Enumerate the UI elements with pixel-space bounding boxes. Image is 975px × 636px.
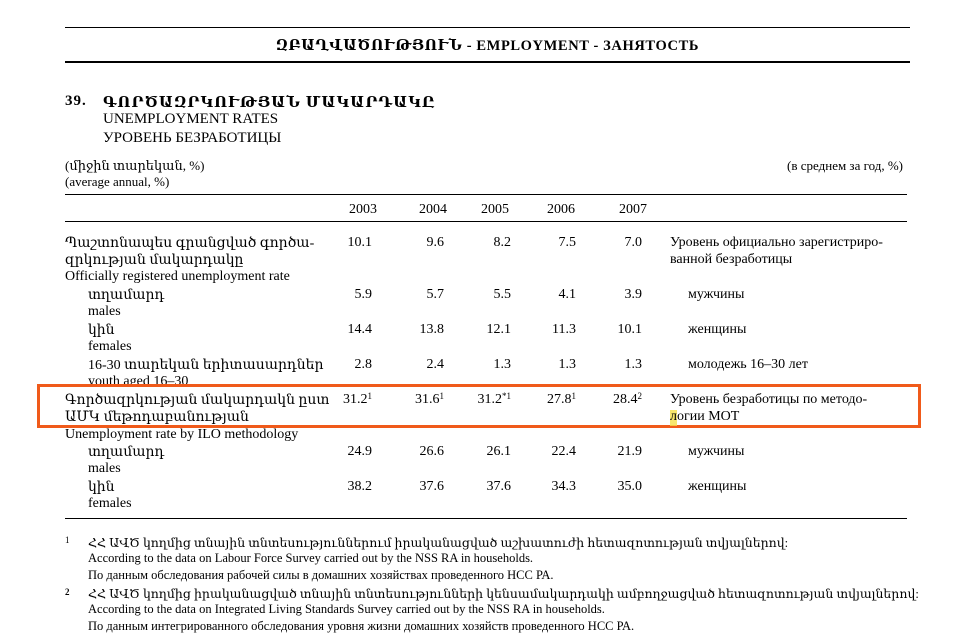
row-label-ru: женщины (688, 322, 747, 337)
year-header: 2004 (419, 202, 447, 217)
table-cell: 3.9 (624, 287, 643, 302)
table-title-arm: ԳՈՐԾԱԶՐԿՈՒԹՅԱՆ ՄԱԿԱՐԴԱԿԸ (103, 95, 436, 111)
table-cell: 8.2 (493, 235, 512, 250)
header-rule-top (65, 27, 910, 28)
table-cell: 31.61 (415, 391, 445, 407)
table-cell: 5.5 (493, 287, 512, 302)
table-cell: 7.0 (624, 235, 643, 250)
row-label-arm: տղամարդ (88, 445, 165, 460)
table-cell: 7.5 (558, 235, 577, 250)
row-label-arm: 16-30 տարեկան երիտասարդներ (88, 358, 324, 373)
row-label-ru-cont: ванной безработицы (670, 252, 793, 267)
row-label-en: males (88, 461, 121, 476)
row-label-en: Officially registered unemployment rate (65, 269, 290, 284)
table-rule-bottom (65, 518, 907, 519)
units-en: (average annual, %) (65, 174, 170, 189)
footnote-arm: ՀՀ ԱՎԾ կողմից իրականացված տնային տնտեսու… (88, 587, 919, 601)
table-cell: 9.6 (426, 235, 445, 250)
row-label-ru: женщины (688, 479, 747, 494)
table-cell: 11.3 (552, 322, 576, 337)
row-label-ru: мужчины (688, 287, 745, 302)
table-cell: 10.1 (617, 322, 643, 337)
row-label-arm: Պաշտոնապես գրանցված գործա- (65, 236, 315, 251)
row-label-arm: Գործազրկության մակարդակն ըստ (65, 393, 330, 408)
table-cell: 14.4 (347, 322, 373, 337)
table-cell: 13.8 (419, 322, 445, 337)
row-label-en: Unemployment rate by ILO methodology (65, 427, 299, 442)
footnote-ref: *1 (502, 391, 511, 401)
table-cell: 5.7 (426, 287, 445, 302)
highlight-box (37, 384, 921, 428)
table-cell: 27.81 (547, 391, 577, 407)
row-label-arm-cont: զրկության մակարդակը (65, 253, 244, 268)
year-header: 2006 (547, 202, 575, 217)
footnote-ru: По данным интегрированного обследования … (88, 619, 635, 633)
row-label-ru: мужчины (688, 444, 745, 459)
footnote-mark: 2 (65, 587, 70, 597)
footnote-arm: ՀՀ ԱՎԾ կողմից տնային տնտեսություններում … (88, 536, 789, 550)
year-header: 2007 (619, 202, 647, 217)
row-label-arm: կին (88, 323, 115, 338)
row-label-ru: Уровень безработицы по методо- (670, 392, 868, 407)
table-cell: 21.9 (617, 444, 643, 459)
table-cell: 38.2 (347, 479, 373, 494)
table-cell: 1.3 (493, 357, 512, 372)
footnote-ref: 1 (571, 391, 577, 401)
table-cell: 1.3 (558, 357, 577, 372)
footnote-mark: 1 (65, 535, 70, 545)
page-header: ԶԲԱՂՎԱԾՈՒԹՅՈՒՆ - EMPLOYMENT - ЗАНЯТОСТЬ (275, 38, 700, 54)
footnote-en: According to the data on Labour Force Su… (88, 551, 534, 565)
table-title-en: UNEMPLOYMENT RATES (103, 111, 279, 127)
row-label-arm-cont: ԱՄԿ մեթոդաբանության (65, 410, 249, 425)
table-cell: 34.3 (551, 479, 577, 494)
row-label-arm: կին (88, 480, 115, 495)
units-ru: (в среднем за год, %) (787, 158, 903, 173)
table-cell: 1.3 (624, 357, 643, 372)
row-label-en: females (88, 496, 132, 511)
table-cell: 37.6 (419, 479, 445, 494)
row-label-ru: Уровень официально зарегистриро- (670, 235, 883, 250)
row-label-en: males (88, 304, 121, 319)
footnote-ref: 1 (367, 391, 373, 401)
footnote-ru: По данным обследования рабочей силы в до… (88, 568, 554, 582)
table-cell: 2.4 (426, 357, 445, 372)
row-label-ru-cont: логии МОТ (670, 409, 740, 424)
table-rule-header (65, 221, 907, 222)
table-cell: 31.2*1 (477, 391, 512, 407)
row-label-ru: молодежь 16–30 лет (688, 357, 808, 372)
table-cell: 31.21 (343, 391, 373, 407)
table-number: 39. (65, 93, 87, 109)
table-title-ru: УРОВЕНЬ БЕЗРАБОТИЦЫ (103, 130, 282, 146)
table-cell: 24.9 (347, 444, 373, 459)
table-rule-top (65, 194, 907, 195)
header-rule-bottom (65, 61, 910, 63)
table-cell: 12.1 (486, 322, 512, 337)
table-cell: 5.9 (354, 287, 373, 302)
table-cell: 26.6 (419, 444, 445, 459)
table-cell: 22.4 (551, 444, 577, 459)
table-cell: 35.0 (617, 479, 643, 494)
footnote-ref: 2 (637, 391, 643, 401)
units-arm: (միջին տարեկան, %) (65, 158, 205, 173)
text-marker (670, 410, 677, 426)
table-cell: 37.6 (486, 479, 512, 494)
table-cell: 10.1 (347, 235, 373, 250)
row-label-en: females (88, 339, 132, 354)
table-cell: 28.42 (613, 391, 643, 407)
year-header: 2003 (349, 202, 377, 217)
footnote-ref: 1 (439, 391, 445, 401)
table-cell: 26.1 (486, 444, 512, 459)
year-header: 2005 (481, 202, 509, 217)
table-cell: 2.8 (354, 357, 373, 372)
footnote-en: According to the data on Integrated Livi… (88, 602, 605, 616)
table-cell: 4.1 (558, 287, 577, 302)
row-label-arm: տղամարդ (88, 288, 165, 303)
